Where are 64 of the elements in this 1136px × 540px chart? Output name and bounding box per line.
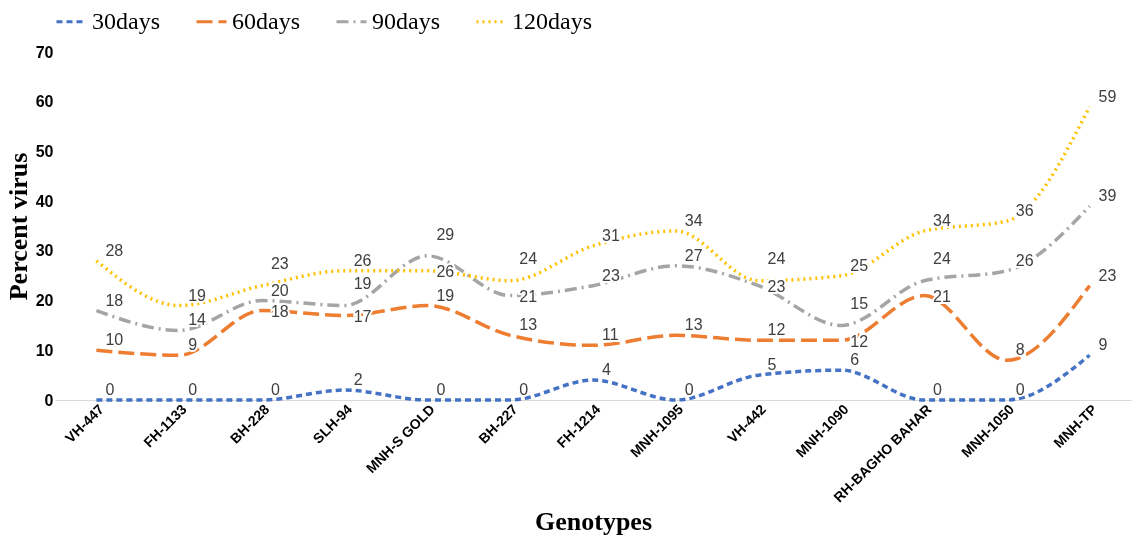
y-axis-title: Percent virus bbox=[3, 152, 33, 301]
y-tick-label: 0 bbox=[44, 391, 54, 409]
data-label: 19 bbox=[353, 275, 372, 293]
data-label: 0 bbox=[519, 381, 529, 398]
data-label: 5 bbox=[767, 356, 777, 374]
data-label: 13 bbox=[684, 316, 703, 334]
data-label: 6 bbox=[850, 351, 860, 369]
data-label: 21 bbox=[933, 287, 951, 305]
data-label: 0 bbox=[105, 381, 115, 398]
data-label: 19 bbox=[188, 286, 207, 304]
data-label: 0 bbox=[436, 381, 446, 398]
data-label: 25 bbox=[850, 256, 869, 274]
legend-label: 30days bbox=[92, 7, 160, 34]
data-label: 0 bbox=[188, 381, 198, 398]
data-label: 23 bbox=[602, 266, 620, 284]
data-label: 34 bbox=[933, 211, 951, 229]
data-label: 12 bbox=[767, 321, 786, 339]
data-label: 0 bbox=[1015, 381, 1025, 398]
data-label: 9 bbox=[188, 336, 198, 354]
data-label: 0 bbox=[270, 381, 280, 398]
data-label: 0 bbox=[933, 381, 943, 398]
data-label: 11 bbox=[602, 326, 619, 344]
legend-label: 120days bbox=[512, 7, 592, 34]
data-label: 24 bbox=[767, 250, 786, 268]
data-label: 4 bbox=[602, 361, 611, 379]
data-label: 21 bbox=[519, 287, 538, 305]
y-tick-label: 60 bbox=[35, 93, 54, 111]
data-label: 14 bbox=[188, 311, 207, 329]
y-tick-label: 10 bbox=[35, 341, 54, 359]
data-label: 20 bbox=[270, 281, 289, 299]
data-label: 39 bbox=[1098, 187, 1117, 205]
data-label: 8 bbox=[1015, 341, 1025, 359]
line-series bbox=[94, 353, 1092, 402]
y-tick-label: 40 bbox=[35, 192, 54, 210]
y-tick-label: 20 bbox=[35, 292, 54, 310]
data-label: 24 bbox=[933, 250, 951, 268]
data-label: 29 bbox=[436, 225, 455, 243]
data-label: 18 bbox=[105, 291, 124, 309]
legend-label: 60days bbox=[232, 7, 300, 34]
y-tick-label: 50 bbox=[35, 142, 54, 160]
data-label: 15 bbox=[850, 295, 869, 313]
y-tick-label: 70 bbox=[35, 43, 54, 61]
x-axis-title: Genotypes bbox=[535, 507, 652, 537]
data-label: 2 bbox=[353, 371, 363, 389]
data-label: 24 bbox=[519, 250, 538, 268]
data-label: 26 bbox=[1015, 251, 1034, 269]
data-label: 26 bbox=[353, 251, 372, 269]
data-label: 23 bbox=[1098, 266, 1117, 284]
data-label: 59 bbox=[1098, 87, 1117, 105]
data-label: 23 bbox=[767, 277, 786, 295]
data-label: 28 bbox=[105, 241, 124, 259]
data-label: 0 bbox=[684, 381, 694, 398]
data-label: 34 bbox=[684, 211, 703, 229]
y-tick-label: 30 bbox=[35, 242, 54, 260]
data-label: 31 bbox=[602, 226, 620, 244]
data-label: 9 bbox=[1098, 336, 1108, 354]
data-label: 23 bbox=[270, 255, 289, 273]
data-label: 26 bbox=[436, 262, 455, 280]
data-label: 10 bbox=[105, 331, 124, 349]
data-label: 13 bbox=[519, 316, 538, 334]
data-label: 27 bbox=[684, 246, 703, 264]
data-label: 12 bbox=[850, 332, 869, 350]
legend-label: 90days bbox=[372, 7, 440, 34]
data-label: 19 bbox=[436, 286, 455, 304]
